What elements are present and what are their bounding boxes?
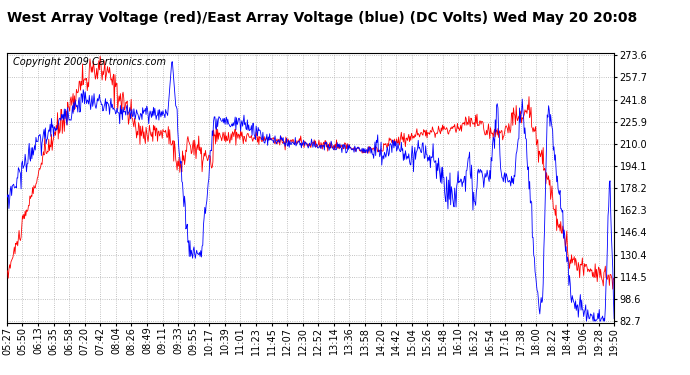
- Text: West Array Voltage (red)/East Array Voltage (blue) (DC Volts) Wed May 20 20:08: West Array Voltage (red)/East Array Volt…: [7, 11, 637, 25]
- Text: Copyright 2009 Cartronics.com: Copyright 2009 Cartronics.com: [13, 57, 166, 66]
